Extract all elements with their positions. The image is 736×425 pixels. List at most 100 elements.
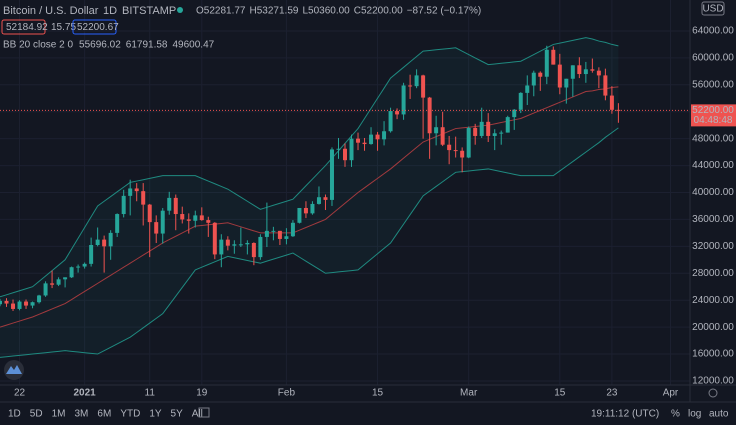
toolbar: 1D 5D 1M 3M 6M YTD 1Y 5Y All 19:11:12 (UTC)% log au…	[8, 409, 729, 420]
candle-body	[460, 150, 465, 158]
candle-body	[76, 266, 81, 268]
countdown: 04:48:48	[694, 115, 733, 126]
candle-body	[434, 127, 439, 134]
option-button[interactable]: log	[688, 409, 701, 420]
band-upper	[0, 37, 619, 298]
candle-body	[30, 302, 35, 306]
candle-body	[564, 78, 569, 88]
candle-body	[512, 109, 517, 118]
candle-body	[473, 127, 478, 136]
y-tick-label: 48000.00	[692, 133, 734, 144]
indicator-value: 61791.58	[126, 40, 168, 51]
candle-body	[505, 117, 510, 133]
candle-body	[199, 215, 204, 221]
candle-body	[486, 121, 491, 136]
candle-body	[251, 242, 256, 258]
candle-body	[596, 70, 601, 76]
x-tick-label: Apr	[663, 388, 679, 399]
interval: 1D	[103, 5, 117, 17]
candle-body	[577, 65, 582, 75]
y-tick-label: 56000.00	[692, 79, 734, 90]
candle-body	[303, 207, 308, 214]
candle-body	[369, 134, 374, 145]
candle-body	[447, 144, 452, 151]
currency-box	[701, 1, 725, 16]
candle-body	[225, 239, 230, 246]
date-range-icon[interactable]	[198, 407, 210, 418]
range-button[interactable]: YTD	[120, 409, 140, 420]
candle-body	[186, 219, 191, 221]
candle-body	[343, 148, 347, 161]
option-button[interactable]: auto	[709, 409, 729, 420]
y-tick-label: 60000.00	[692, 53, 734, 64]
range-button[interactable]: 5D	[30, 409, 43, 420]
candle-body	[193, 215, 198, 221]
x-tick-label: 15	[554, 388, 566, 399]
currency: USD	[702, 4, 723, 15]
range-button[interactable]: 3M	[75, 409, 89, 420]
candle-body	[479, 121, 484, 136]
range-button[interactable]: 1M	[52, 409, 66, 420]
candle-body	[603, 75, 608, 96]
y-tick-label: 20000.00	[692, 322, 734, 333]
candle-body	[323, 197, 328, 200]
candle-body	[388, 111, 393, 132]
candle-body	[551, 49, 556, 65]
candle-body	[557, 64, 562, 88]
candle-body	[115, 214, 120, 233]
indicator-value: 49600.47	[172, 40, 214, 51]
ohlc-key: L	[302, 6, 308, 17]
candle-body	[492, 133, 497, 136]
candle-body	[570, 65, 575, 79]
candle-body	[349, 138, 354, 161]
y-tick-label: 36000.00	[692, 214, 734, 225]
candle-body	[538, 72, 543, 77]
symbol: Bitcoin / U.S. Dollar	[3, 5, 99, 17]
range-button[interactable]: 1Y	[149, 409, 162, 420]
candle-body	[11, 303, 16, 309]
legend: Bitcoin / U.S. Dollar 1D BITSTAMP 52184.…	[1, 5, 482, 51]
candle-body	[421, 75, 426, 98]
x-tick-label: 23	[606, 388, 618, 399]
range-button[interactable]: 5Y	[171, 409, 184, 420]
exchange: BITSTAMP	[122, 5, 176, 17]
candle-body	[134, 188, 139, 192]
indicator: BB 20 close 2 0	[3, 40, 73, 51]
candle-body	[173, 197, 178, 215]
candle-body	[453, 150, 458, 152]
candle-body	[206, 220, 211, 223]
plot	[0, 0, 690, 385]
candle-body	[408, 85, 413, 87]
x-tick-label: 19	[196, 388, 208, 399]
candle-body	[82, 263, 87, 267]
option-button[interactable]: %	[671, 409, 680, 420]
candle-body	[310, 203, 315, 214]
candle-body	[69, 267, 74, 278]
candle-body	[128, 188, 133, 196]
candle-body	[590, 69, 595, 71]
last-price-label: 52200.00	[692, 105, 734, 116]
candle-body	[329, 149, 334, 200]
time-axis-settings[interactable]	[708, 388, 718, 398]
candle-body	[238, 244, 243, 246]
range-button[interactable]: 6M	[97, 409, 111, 420]
candle-body	[43, 283, 48, 296]
candle-body	[395, 111, 400, 115]
candle-body	[0, 300, 2, 305]
candle-body	[544, 49, 549, 77]
ohlc-key: O	[196, 6, 204, 17]
range-button[interactable]: 1D	[8, 409, 21, 420]
candle-body	[141, 191, 146, 205]
candle-body	[258, 236, 263, 258]
candle-body	[24, 301, 29, 306]
candle-body	[466, 127, 471, 158]
candle-body	[531, 72, 536, 86]
range-button[interactable]: All	[192, 409, 203, 420]
change: −87.52 (−0.17%)	[407, 6, 482, 17]
candle-body	[427, 97, 432, 134]
y-tick-label: 16000.00	[692, 349, 734, 360]
candle-body	[525, 85, 530, 93]
candle-body	[609, 95, 614, 110]
ohlc-key: C	[354, 6, 361, 17]
settings-icon[interactable]	[708, 388, 718, 398]
